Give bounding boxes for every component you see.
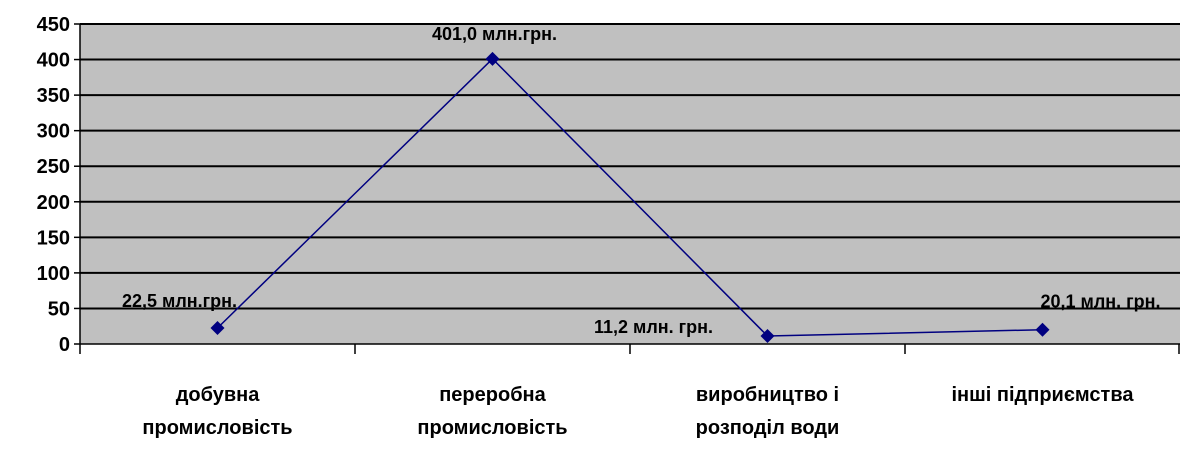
y-tick-label: 100	[37, 263, 70, 285]
y-tick-label: 250	[37, 156, 70, 178]
plot-area	[80, 24, 1180, 344]
x-category-label: інші підприємства	[952, 384, 1135, 406]
data-label: 11,2 млн. грн.	[594, 317, 713, 337]
y-tick-label: 0	[59, 334, 70, 356]
data-label: 22,5 млн.грн.	[122, 291, 237, 311]
x-category-label-line: промисловість	[142, 417, 292, 439]
x-category-label-line: переробна	[439, 384, 546, 406]
x-category-label-line: добувна	[176, 384, 261, 406]
data-point-marker	[210, 321, 225, 335]
x-category-label: виробництво і розподіл води	[696, 384, 840, 439]
series-line	[216, 57, 1043, 337]
y-tick-label: 350	[37, 85, 70, 107]
x-category-label-line: промисловість	[417, 417, 567, 439]
data-point-marker	[485, 51, 500, 66]
data-label: 20,1 млн. грн.	[1040, 292, 1160, 312]
data-label: 401,0 млн.грн.	[432, 24, 557, 44]
y-tick-label: 450	[37, 14, 70, 36]
x-category-label-line: інші підприємства	[952, 384, 1135, 406]
y-tick-label: 200	[37, 192, 70, 214]
x-category-label-line: виробництво і	[696, 384, 839, 406]
y-tick-label: 150	[37, 227, 70, 249]
x-category-label: добувна промисловість	[142, 384, 292, 439]
data-point-marker	[1035, 322, 1050, 337]
y-tick-label: 400	[37, 50, 70, 72]
data-point-marker	[760, 329, 775, 344]
y-tick-label: 300	[37, 121, 70, 143]
y-tick-label: 50	[48, 298, 70, 320]
x-category-label: переробна промисловість	[417, 384, 567, 439]
x-category-label-line: розподіл води	[696, 417, 840, 439]
